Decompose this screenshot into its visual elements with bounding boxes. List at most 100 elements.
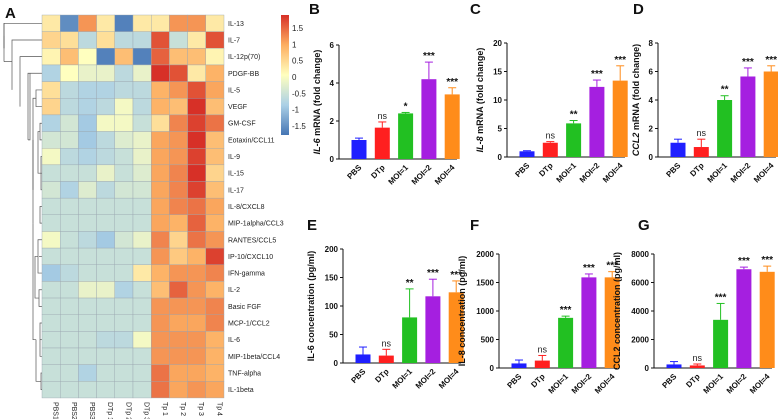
x-tick-label: PBS <box>660 372 678 390</box>
y-tick-label: 6 <box>330 41 335 50</box>
x-tick-label: MOI=1 <box>387 163 411 187</box>
heatmap-cell <box>60 347 79 365</box>
heatmap-cell <box>205 381 225 399</box>
heatmap-cell <box>60 197 79 215</box>
bar-moi-2 <box>581 277 597 368</box>
heatmap-cell <box>187 147 207 166</box>
heatmap-row-label: Eotaxin/CCL11 <box>228 137 275 144</box>
heatmap-row-label: MIP-1beta/CCL4 <box>228 354 280 361</box>
heatmap-cell <box>41 181 61 199</box>
heatmap-cell <box>187 197 207 215</box>
heatmap-cell <box>78 331 97 349</box>
heatmap-cell <box>132 147 152 166</box>
y-axis-title-text: mRNA (fold change) <box>312 50 322 139</box>
heatmap-row-label: IL-13 <box>228 21 244 28</box>
heatmap-cell <box>96 147 115 166</box>
heatmap-cell <box>60 164 79 182</box>
heatmap-cell <box>187 81 207 99</box>
bar-chart-b: B 0 2 4 6 IL-6 mRNA (fold change) PBS ns DTp * MOI… <box>309 1 460 187</box>
heatmap-cell <box>150 247 170 265</box>
y-axis-title-text: IL-6 concentration (pg/ml) <box>306 251 316 362</box>
heatmap-cell <box>150 147 170 166</box>
heatmap-cell <box>41 247 61 265</box>
heatmap-cell <box>150 331 170 349</box>
heatmap-cell <box>60 114 79 132</box>
heatmap-row-label: RANTES/CCL5 <box>228 237 276 244</box>
heatmap-cell <box>114 131 134 149</box>
heatmap-cell <box>205 364 225 382</box>
x-tick-label: DTp <box>373 367 390 384</box>
bar-charts: B 0 2 4 6 IL-6 mRNA (fold change) PBS ns DTp * MOI… <box>306 1 778 396</box>
dendrogram-branch <box>40 156 42 191</box>
heatmap-cell <box>96 264 115 282</box>
heatmap-cell <box>60 131 79 149</box>
significance-label: ** <box>721 85 729 96</box>
bar-moi-1 <box>717 100 733 157</box>
heatmap-cell <box>132 64 152 82</box>
heatmap-row-label: IP-10/CXCL10 <box>228 254 273 261</box>
heatmap-cell <box>205 147 225 166</box>
heatmap-cell <box>114 197 134 215</box>
x-tick-label: PBS <box>664 161 682 179</box>
heatmap-cell <box>60 81 79 99</box>
heatmap-cell <box>114 231 134 249</box>
y-axis-title-gene: IL-8 <box>475 136 485 152</box>
bar-moi-1 <box>713 319 729 368</box>
bar-moi-1 <box>398 113 414 159</box>
y-axis-title-text: CCL2 concentration (pg/ml) <box>612 252 622 370</box>
heatmap-cell <box>150 231 170 249</box>
significance-label: *** <box>606 261 618 272</box>
heatmap-cell <box>114 381 134 399</box>
y-axis-title: IL-6 mRNA (fold change) <box>312 50 322 155</box>
y-tick-label: 6000 <box>631 279 649 288</box>
significance-label: ns <box>538 344 548 354</box>
y-tick-label: 0 <box>498 153 503 162</box>
heatmap-cell <box>187 231 207 249</box>
dendrogram <box>3 22 42 390</box>
significance-label: *** <box>715 292 727 303</box>
dendrogram-branch <box>28 73 31 141</box>
heatmap-cell <box>78 197 97 215</box>
x-tick-label: DTp <box>529 372 546 389</box>
heatmap-cell <box>78 347 97 365</box>
significance-label: * <box>404 101 408 112</box>
heatmap-cell <box>132 131 152 149</box>
heatmap-cell <box>150 347 170 365</box>
heatmap-cell <box>205 281 225 299</box>
x-tick-label: MOI=2 <box>729 161 753 185</box>
heatmap-cell <box>96 331 115 349</box>
heatmap-cell <box>78 81 97 99</box>
heatmap-cell <box>132 314 152 332</box>
bar-chart-d: D 0 2 4 6 8 CCL2 mRNA (fold change) PBS ns DTp ** M… <box>631 1 778 185</box>
y-tick-label: 2000 <box>631 336 649 345</box>
heatmap-cell <box>187 381 207 399</box>
heatmap-cell <box>205 314 225 332</box>
heatmap-cell <box>41 297 61 315</box>
heatmap-column-label: DTp 2 <box>124 402 131 419</box>
heatmap-cell <box>41 347 61 365</box>
heatmap-cell <box>187 331 207 349</box>
y-tick-label: 15 <box>493 68 502 77</box>
dendrogram-branch <box>19 56 42 107</box>
x-tick-label: DTp <box>369 163 386 180</box>
heatmap-cell <box>96 31 115 49</box>
heatmap-cell <box>60 264 79 282</box>
x-tick-label: PBS <box>345 163 363 181</box>
heatmap-column-label: PBS1 <box>52 402 59 419</box>
significance-label: ** <box>406 278 414 289</box>
heatmap-cell <box>78 247 97 265</box>
heatmap-cell <box>169 364 188 382</box>
heatmap-cell <box>114 364 134 382</box>
heatmap-cell <box>169 231 188 249</box>
heatmap-cell <box>96 181 115 199</box>
heatmap-cell <box>150 314 170 332</box>
significance-label: *** <box>738 256 750 267</box>
bar-chart-c: C 0 5 10 15 20 IL-8 mRNA (fold change) PBS ns DTp… <box>470 1 628 185</box>
heatmap-cell <box>41 231 61 249</box>
heatmap-cell <box>187 297 207 315</box>
heatmap-cell <box>187 264 207 282</box>
heatmap-column-label: PBS3 <box>88 402 95 419</box>
bar-pbs <box>511 363 527 368</box>
bar-dtp <box>693 147 709 157</box>
heatmap-cell <box>132 48 152 66</box>
